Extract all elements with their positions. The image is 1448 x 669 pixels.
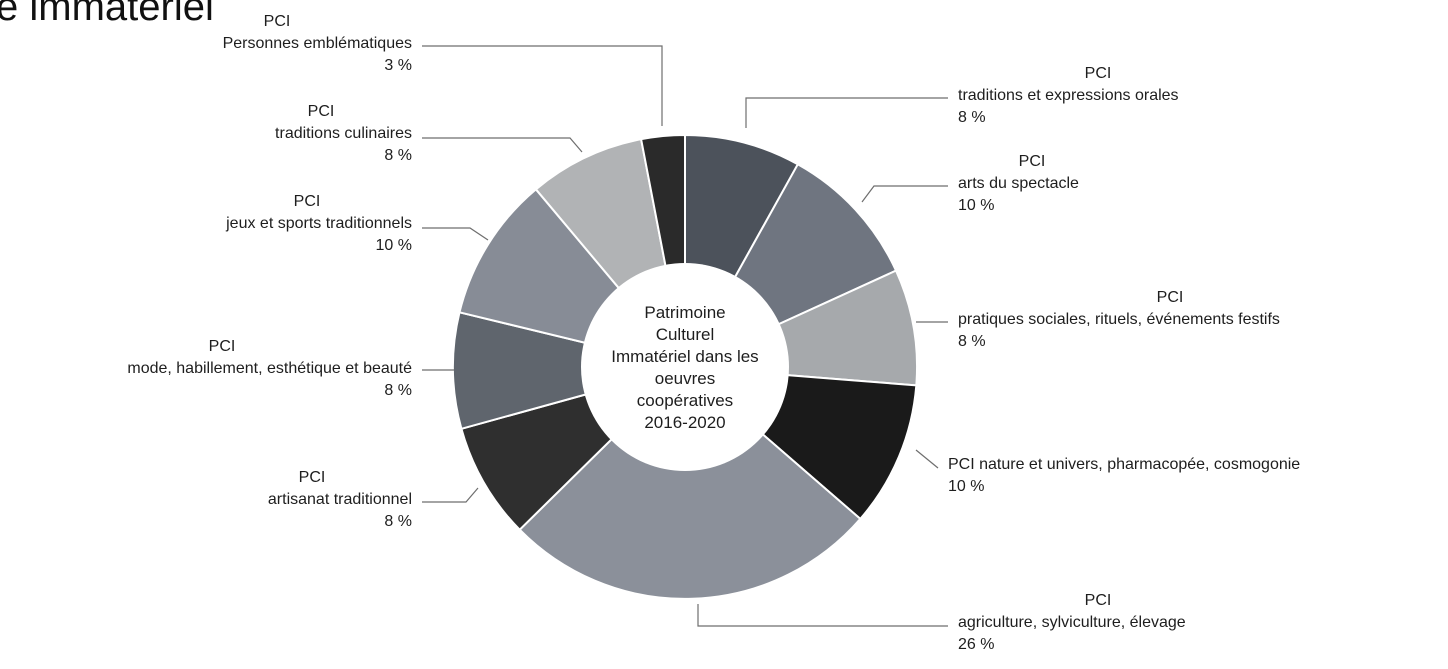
slice-value-label: 3 % xyxy=(384,57,412,74)
slice-value-label: 8 % xyxy=(384,513,412,530)
slice-value-label: 8 % xyxy=(958,109,986,126)
leader-line xyxy=(422,45,663,126)
donut-hole xyxy=(581,263,789,471)
page-heading-fragment: e immatériel xyxy=(0,0,214,29)
center-label-line: coopératives xyxy=(637,391,733,410)
slice-label: artisanat traditionnel xyxy=(268,491,412,508)
slice-value-label: 8 % xyxy=(384,382,412,399)
slice-label: traditions et expressions orales xyxy=(958,87,1179,104)
center-label-line: Patrimoine xyxy=(644,303,725,322)
center-label-line: 2016-2020 xyxy=(644,413,725,432)
slice-label: mode, habillement, esthétique et beauté xyxy=(127,360,412,377)
pie-slice xyxy=(518,365,862,600)
slice-label: jeux et sports traditionnels xyxy=(225,215,412,232)
slice-label: PCI xyxy=(1085,65,1112,82)
leader-line xyxy=(745,97,948,128)
slice-label: PCI xyxy=(209,338,236,355)
center-label-line: Immatériel dans les xyxy=(611,347,758,366)
slice-label: PCI xyxy=(264,13,291,30)
center-label-line: oeuvres xyxy=(655,369,715,388)
slice-label: arts du spectacle xyxy=(958,175,1079,192)
slice-label: pratiques sociales, rituels, événements … xyxy=(958,311,1280,328)
slice-label: PCI xyxy=(1085,592,1112,609)
slice-value-label: 8 % xyxy=(384,147,412,164)
slice-label: PCI xyxy=(1019,153,1046,170)
slice-value-label: 10 % xyxy=(948,478,984,495)
slice-label: PCI xyxy=(308,103,335,120)
slice-value-label: 10 % xyxy=(958,197,994,214)
slice-label: PCI xyxy=(1157,289,1184,306)
leader-line xyxy=(915,449,939,469)
slice-label: Personnes emblématiques xyxy=(223,35,412,52)
leader-line xyxy=(422,487,479,503)
slice-label: PCI nature et univers, pharmacopée, cosm… xyxy=(948,456,1300,473)
leader-line xyxy=(422,137,583,153)
slice-label: agriculture, sylviculture, élevage xyxy=(958,614,1186,631)
leader-line xyxy=(861,185,948,203)
slice-value-label: 26 % xyxy=(958,636,994,653)
slice-value-label: 8 % xyxy=(958,333,986,350)
center-label-line: Culturel xyxy=(656,325,715,344)
slice-label: PCI xyxy=(299,469,326,486)
pie-slice xyxy=(452,311,689,431)
slice-value-label: 10 % xyxy=(376,237,412,254)
leader-line xyxy=(422,227,489,241)
slice-label: PCI xyxy=(294,193,321,210)
leader-line xyxy=(697,604,948,627)
slice-label: traditions culinaires xyxy=(275,125,412,142)
